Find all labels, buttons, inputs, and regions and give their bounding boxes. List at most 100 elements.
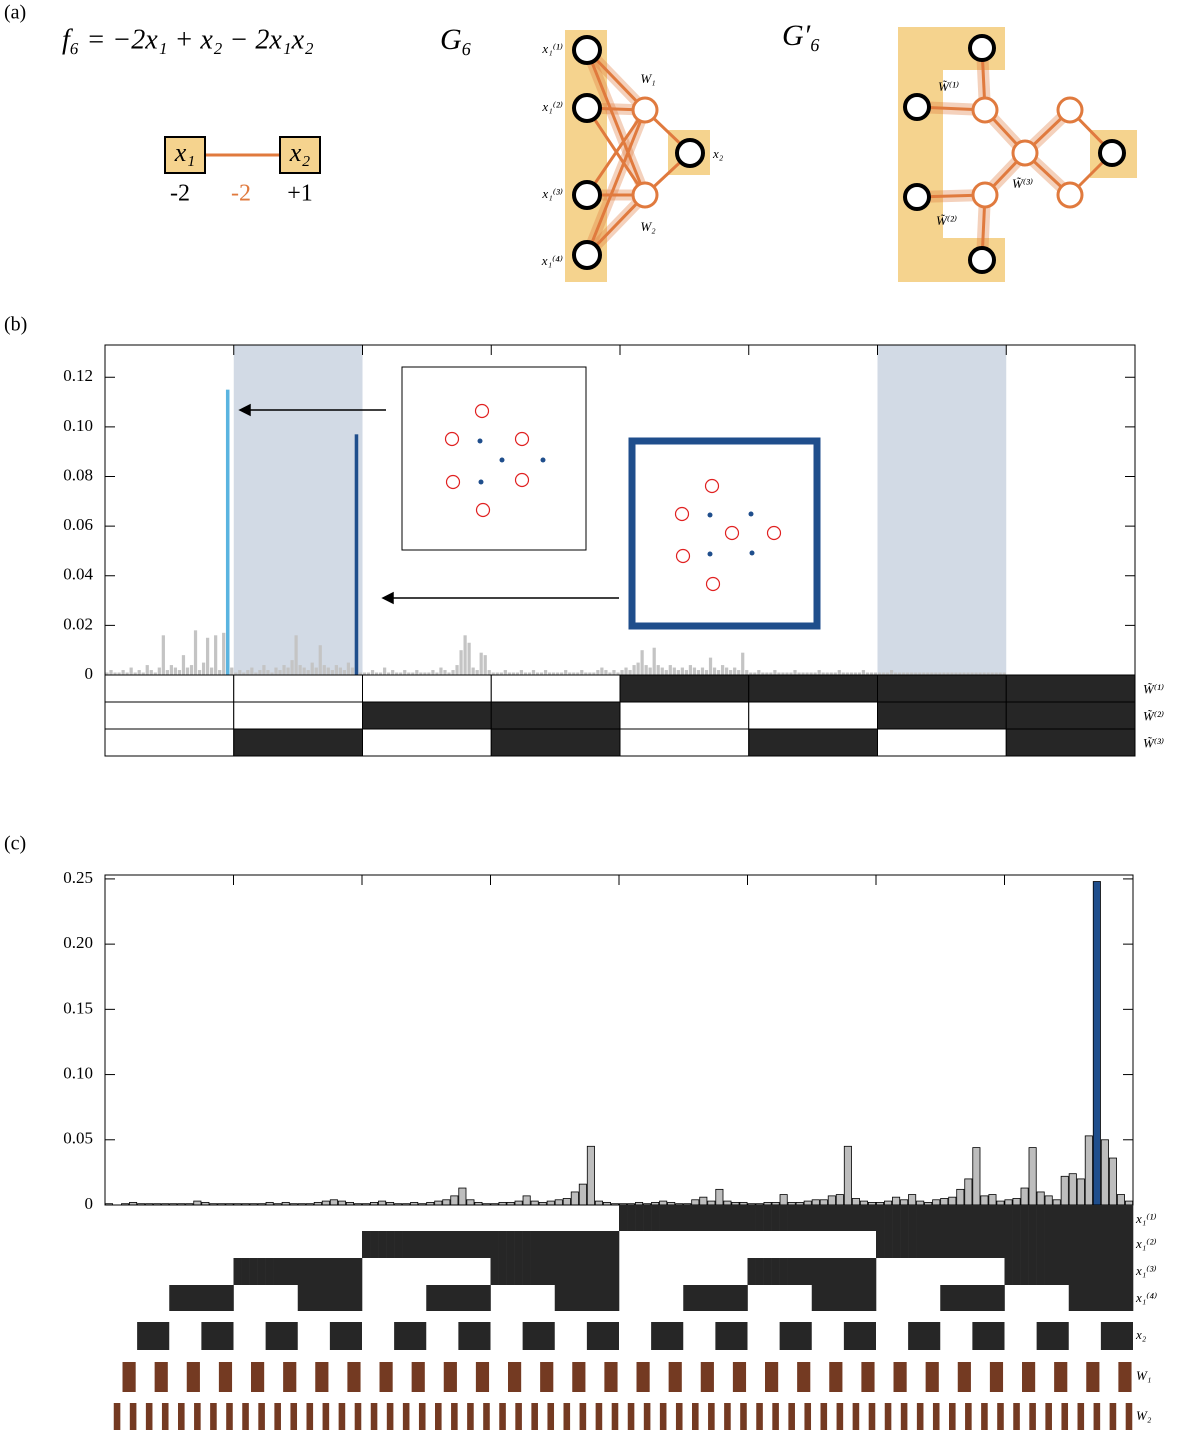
- bar: [909, 1195, 916, 1205]
- config-cell: [338, 1258, 346, 1285]
- config-cell: [458, 1322, 490, 1350]
- config-cell: [637, 1362, 650, 1392]
- bar: [604, 670, 607, 675]
- config-cell: [844, 1285, 852, 1311]
- config-cell: [731, 1285, 739, 1311]
- config-cell: [908, 1205, 916, 1231]
- config-cell: [756, 1403, 763, 1430]
- config-cell: [531, 1403, 538, 1430]
- config-cell: [491, 1231, 499, 1258]
- row-label: x₂: [1135, 1327, 1147, 1342]
- bar: [933, 1200, 940, 1205]
- config-cell: [1085, 1285, 1093, 1311]
- config-cell: [283, 1362, 296, 1392]
- bar: [290, 660, 293, 675]
- bar: [941, 1198, 948, 1205]
- config-cell: [1117, 1205, 1125, 1231]
- config-cell: [531, 1231, 539, 1258]
- config-cell: [820, 1258, 828, 1285]
- config-cell: [1085, 1205, 1093, 1231]
- bar: [701, 668, 704, 675]
- config-cell: [980, 1285, 988, 1311]
- bar: [166, 670, 169, 675]
- config-cell: [1101, 1205, 1109, 1231]
- config-cell: [701, 1362, 714, 1392]
- config-cell: [547, 1403, 554, 1430]
- bar: [1013, 1198, 1020, 1205]
- config-cell: [731, 1205, 739, 1231]
- config-cell: [563, 1258, 571, 1285]
- config-cell: [990, 1362, 1003, 1392]
- bar: [178, 670, 181, 675]
- bar: [347, 663, 350, 675]
- config-cell: [363, 675, 492, 702]
- config-cell: [234, 675, 363, 702]
- config-cell: [314, 1258, 322, 1285]
- config-cell: [804, 1403, 811, 1430]
- bar: [862, 670, 865, 675]
- bar: [443, 670, 446, 675]
- config-cell: [749, 729, 878, 756]
- config-cell: [595, 1285, 603, 1311]
- node-label: x₁: [174, 138, 196, 167]
- bar: [544, 670, 547, 675]
- bar: [612, 670, 615, 675]
- bar: [657, 665, 660, 675]
- config-cell: [715, 1205, 723, 1231]
- bar: [282, 665, 285, 675]
- bar: [258, 670, 261, 675]
- config-cell: [442, 1285, 450, 1311]
- config-cell: [1109, 1205, 1117, 1231]
- config-cell: [282, 1258, 290, 1285]
- config-cell: [515, 1258, 523, 1285]
- graph-g6-prime: W̃⁽¹⁾ W̃⁽²⁾ W̃⁽³⁾: [898, 27, 1137, 282]
- bar: [343, 670, 346, 675]
- config-cell: [242, 1403, 249, 1430]
- figure: (a) f₆ = −2x₁ + x₂ − 2x₁x₂ G₆ G′₆ x₁ x₂ …: [0, 0, 1188, 1433]
- config-cell: [820, 1205, 828, 1231]
- config-cell: [266, 1258, 274, 1285]
- plots: 00.020.040.060.080.100.12W̃⁽¹⁾W̃⁽²⁾W̃⁽³⁾…: [63, 345, 1164, 1430]
- config-cell: [450, 1231, 458, 1258]
- bar: [547, 1201, 554, 1205]
- bar: [852, 1198, 859, 1205]
- bar: [146, 665, 149, 675]
- config-cell: [1069, 1258, 1077, 1285]
- bar: [717, 670, 720, 675]
- config-cell: [451, 1403, 458, 1430]
- config-cell: [964, 1231, 972, 1258]
- bar: [303, 668, 306, 675]
- config-cell: [225, 1285, 233, 1311]
- bar: [700, 1197, 707, 1205]
- config-cell: [330, 1322, 362, 1350]
- row-label: x₁⁽⁴⁾: [1135, 1290, 1157, 1305]
- bar: [278, 670, 281, 675]
- config-cell: [844, 1205, 852, 1231]
- config-cell: [483, 1403, 490, 1430]
- background: [898, 27, 943, 282]
- config-cell: [916, 1231, 924, 1258]
- bar: [1093, 882, 1100, 1205]
- config-cell: [482, 1231, 490, 1258]
- bar: [673, 668, 676, 675]
- config-cell: [234, 729, 363, 756]
- bar: [202, 663, 205, 675]
- row-label: W₂: [1136, 1408, 1152, 1423]
- inset: [402, 367, 586, 550]
- bar: [708, 1201, 715, 1205]
- config-cell: [1045, 1403, 1052, 1430]
- config-cell: [878, 702, 1007, 729]
- config-cell: [1093, 1231, 1101, 1258]
- config-cell: [587, 1322, 619, 1350]
- bar: [455, 665, 458, 675]
- config-cell: [812, 1285, 820, 1311]
- config-cell: [1093, 1258, 1101, 1285]
- config-cell: [1101, 1258, 1109, 1285]
- config-cell: [948, 1285, 956, 1311]
- config-cell: [596, 1403, 603, 1430]
- config-cell: [949, 1403, 956, 1430]
- config-cell: [894, 1362, 907, 1392]
- config-cell: [499, 1231, 507, 1258]
- config-cell: [187, 1362, 200, 1392]
- bar: [371, 670, 374, 675]
